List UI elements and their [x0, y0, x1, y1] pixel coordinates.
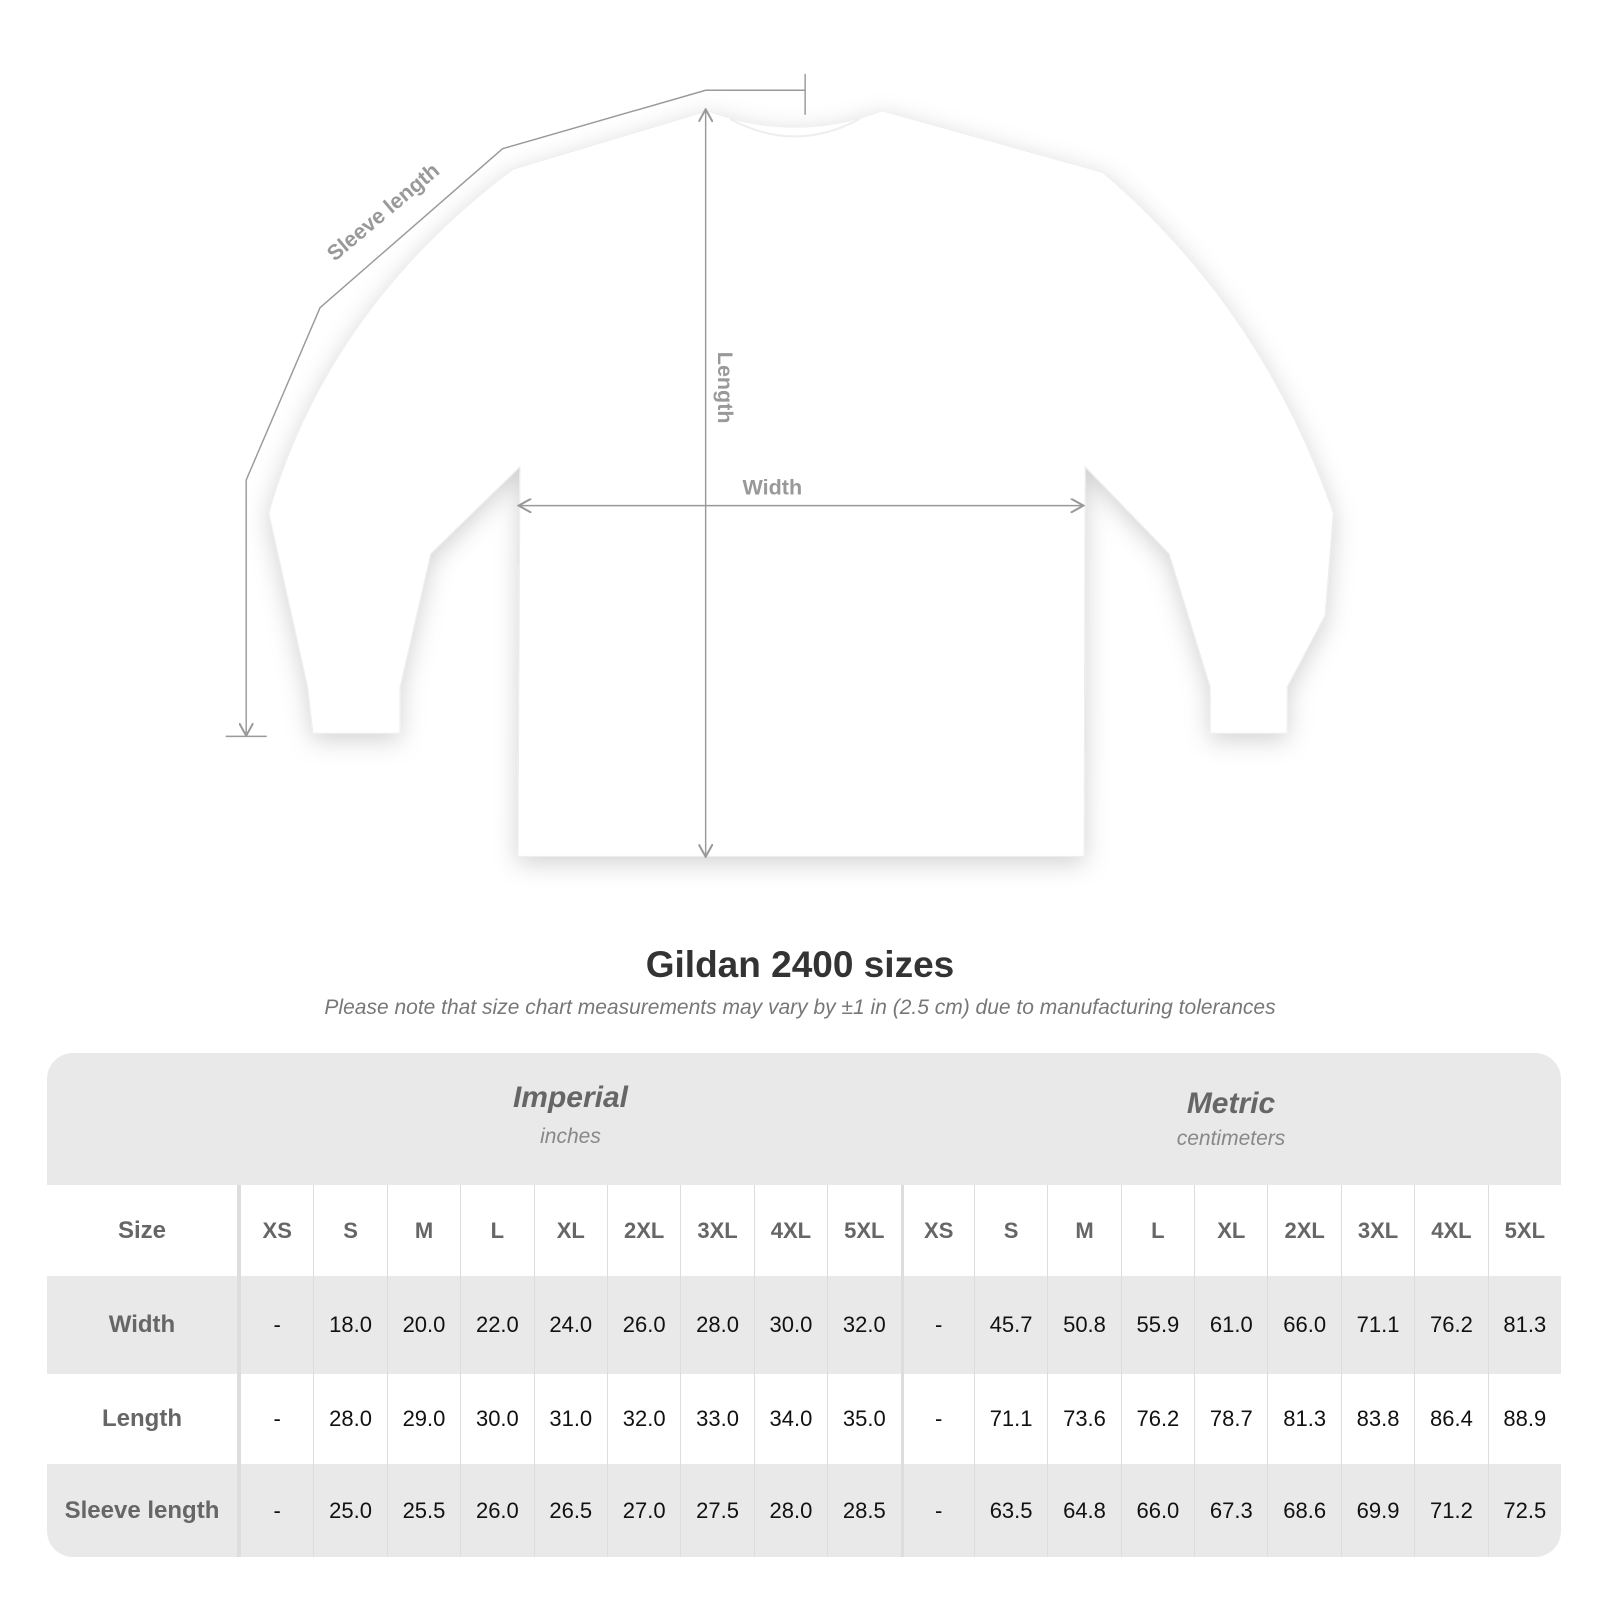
- metric-value-cell: 71.1: [973, 1374, 1047, 1464]
- page-title: Gildan 2400 sizes: [645, 944, 955, 985]
- imperial-value-cell: 30.0: [460, 1374, 533, 1464]
- metric-value-cell: 81.3: [1487, 1276, 1561, 1374]
- tolerance-note: Please note that size chart measurements…: [324, 996, 1276, 1019]
- collar: [729, 118, 860, 138]
- table-row: Width -18.0 20.0 22.0 24.0 26.0 28.0 30.0 32.0-4…: [47, 1276, 1561, 1374]
- imperial-value-cell: 22.0: [460, 1276, 533, 1374]
- metric-value-cell: 81.3: [1267, 1374, 1340, 1464]
- imperial-value-cell: 28.0: [753, 1464, 827, 1557]
- metric-unit: centimeters: [1176, 1127, 1286, 1150]
- size-table: Imperial inches Metric centimeters Size X…: [47, 1053, 1561, 1557]
- metric-value-cell: 64.8: [1047, 1464, 1120, 1557]
- metric-value-cell: 88.9: [1487, 1374, 1561, 1464]
- imperial-value-cell: 27.5: [680, 1464, 753, 1557]
- table-row: Length -28.0 29.0 30.0 31.0 32.0 33.0 34.0 35.0-…: [47, 1374, 1561, 1464]
- metric-value-cell: 76.2: [1414, 1276, 1487, 1374]
- imperial-value-cell: -: [240, 1276, 313, 1374]
- metric-size-s: S: [973, 1185, 1047, 1276]
- metric-value-cell: 83.8: [1340, 1374, 1414, 1464]
- width-label: Width: [743, 475, 803, 499]
- imperial-size-5xl: 5XL: [827, 1185, 900, 1276]
- imperial-value-cell: -: [240, 1374, 313, 1464]
- metric-value-cell: 71.2: [1414, 1464, 1487, 1557]
- metric-value-cell: 86.4: [1414, 1374, 1487, 1464]
- imperial-value-cell: 32.0: [606, 1374, 680, 1464]
- imperial-value-cell: 35.0: [827, 1374, 900, 1464]
- imperial-value-cell: 25.0: [313, 1464, 386, 1557]
- imperial-value-cell: 29.0: [386, 1374, 460, 1464]
- metric-value-cell: 68.6: [1267, 1464, 1340, 1557]
- metric-value-cell: 78.7: [1194, 1374, 1267, 1464]
- imperial-value-cell: 26.0: [460, 1464, 533, 1557]
- imperial-value-cell: 34.0: [753, 1374, 827, 1464]
- metric-value-cell: 61.0: [1194, 1276, 1267, 1374]
- metric-size-xs: XS: [900, 1185, 974, 1276]
- metric-size-xl: XL: [1194, 1185, 1267, 1276]
- imperial-unit: inches: [540, 1125, 601, 1148]
- row-label: Width: [47, 1276, 240, 1374]
- imperial-value-cell: 18.0: [313, 1276, 386, 1374]
- metric-value-cell: 50.8: [1047, 1276, 1120, 1374]
- metric-header: Metric centimeters: [901, 1053, 1561, 1219]
- metric-value-cell: -: [900, 1276, 974, 1374]
- metric-value-cell: 45.7: [973, 1276, 1047, 1374]
- imperial-size-3xl: 3XL: [680, 1185, 753, 1276]
- imperial-value-cell: 32.0: [827, 1276, 900, 1374]
- imperial-size-l: L: [460, 1185, 533, 1276]
- metric-value-cell: 63.5: [973, 1464, 1047, 1557]
- imperial-value-cell: 31.0: [533, 1374, 607, 1464]
- imperial-size-xs: XS: [240, 1185, 313, 1276]
- table-row: Sleeve length -25.0 25.5 26.0 26.5 27.0 27.5 28…: [47, 1464, 1561, 1557]
- metric-value-cell: 66.0: [1267, 1276, 1340, 1374]
- imperial-value-cell: 28.0: [313, 1374, 386, 1464]
- long-sleeve-shirt: [268, 110, 1334, 857]
- imperial-value-cell: 24.0: [533, 1276, 607, 1374]
- metric-size-l: L: [1120, 1185, 1194, 1276]
- metric-value-cell: 55.9: [1120, 1276, 1194, 1374]
- imperial-size-xl: XL: [533, 1185, 607, 1276]
- metric-size-3xl: 3XL: [1340, 1185, 1414, 1276]
- metric-size-2xl: 2XL: [1267, 1185, 1340, 1276]
- metric-value-cell: 67.3: [1194, 1464, 1267, 1557]
- imperial-value-cell: 30.0: [753, 1276, 827, 1374]
- imperial-size-4xl: 4XL: [753, 1185, 827, 1276]
- metric-size-5xl: 5XL: [1487, 1185, 1561, 1276]
- metric-value-cell: 71.1: [1340, 1276, 1414, 1374]
- imperial-header: Imperial inches: [240, 1053, 901, 1213]
- size-header-row: Size XS S M L XL 2XL 3XL 4XL 5XL XS S M L XL 2XL 3XL 4XL 5…: [47, 1185, 1561, 1276]
- sleeve-measure-line: [225, 73, 806, 737]
- imperial-size-2xl: 2XL: [606, 1185, 680, 1276]
- metric-value-cell: 66.0: [1120, 1464, 1194, 1557]
- imperial-value-cell: 20.0: [386, 1276, 460, 1374]
- metric-value-cell: 69.9: [1340, 1464, 1414, 1557]
- metric-value-cell: -: [900, 1464, 974, 1557]
- length-label: Length: [713, 352, 737, 424]
- imperial-value-cell: 28.0: [680, 1276, 753, 1374]
- imperial-size-m: M: [386, 1185, 460, 1276]
- metric-size-m: M: [1047, 1185, 1120, 1276]
- shirt-diagram: Sleeve length Length Width: [225, 73, 1334, 923]
- imperial-value-cell: 33.0: [680, 1374, 753, 1464]
- imperial-value-cell: 25.5: [386, 1464, 460, 1557]
- metric-label: Metric: [1186, 1087, 1276, 1120]
- row-label: Length: [47, 1374, 240, 1464]
- size-column-label: Size: [47, 1185, 240, 1276]
- metric-size-4xl: 4XL: [1414, 1185, 1487, 1276]
- imperial-value-cell: 26.0: [606, 1276, 680, 1374]
- metric-value-cell: 73.6: [1047, 1374, 1120, 1464]
- row-label: Sleeve length: [47, 1464, 240, 1557]
- imperial-value-cell: 28.5: [827, 1464, 900, 1557]
- imperial-value-cell: -: [240, 1464, 313, 1557]
- imperial-label: Imperial: [512, 1081, 629, 1114]
- imperial-value-cell: 27.0: [606, 1464, 680, 1557]
- imperial-value-cell: 26.5: [533, 1464, 607, 1557]
- metric-value-cell: 72.5: [1487, 1464, 1561, 1557]
- imperial-size-s: S: [313, 1185, 386, 1276]
- metric-value-cell: 76.2: [1120, 1374, 1194, 1464]
- metric-value-cell: -: [900, 1374, 974, 1464]
